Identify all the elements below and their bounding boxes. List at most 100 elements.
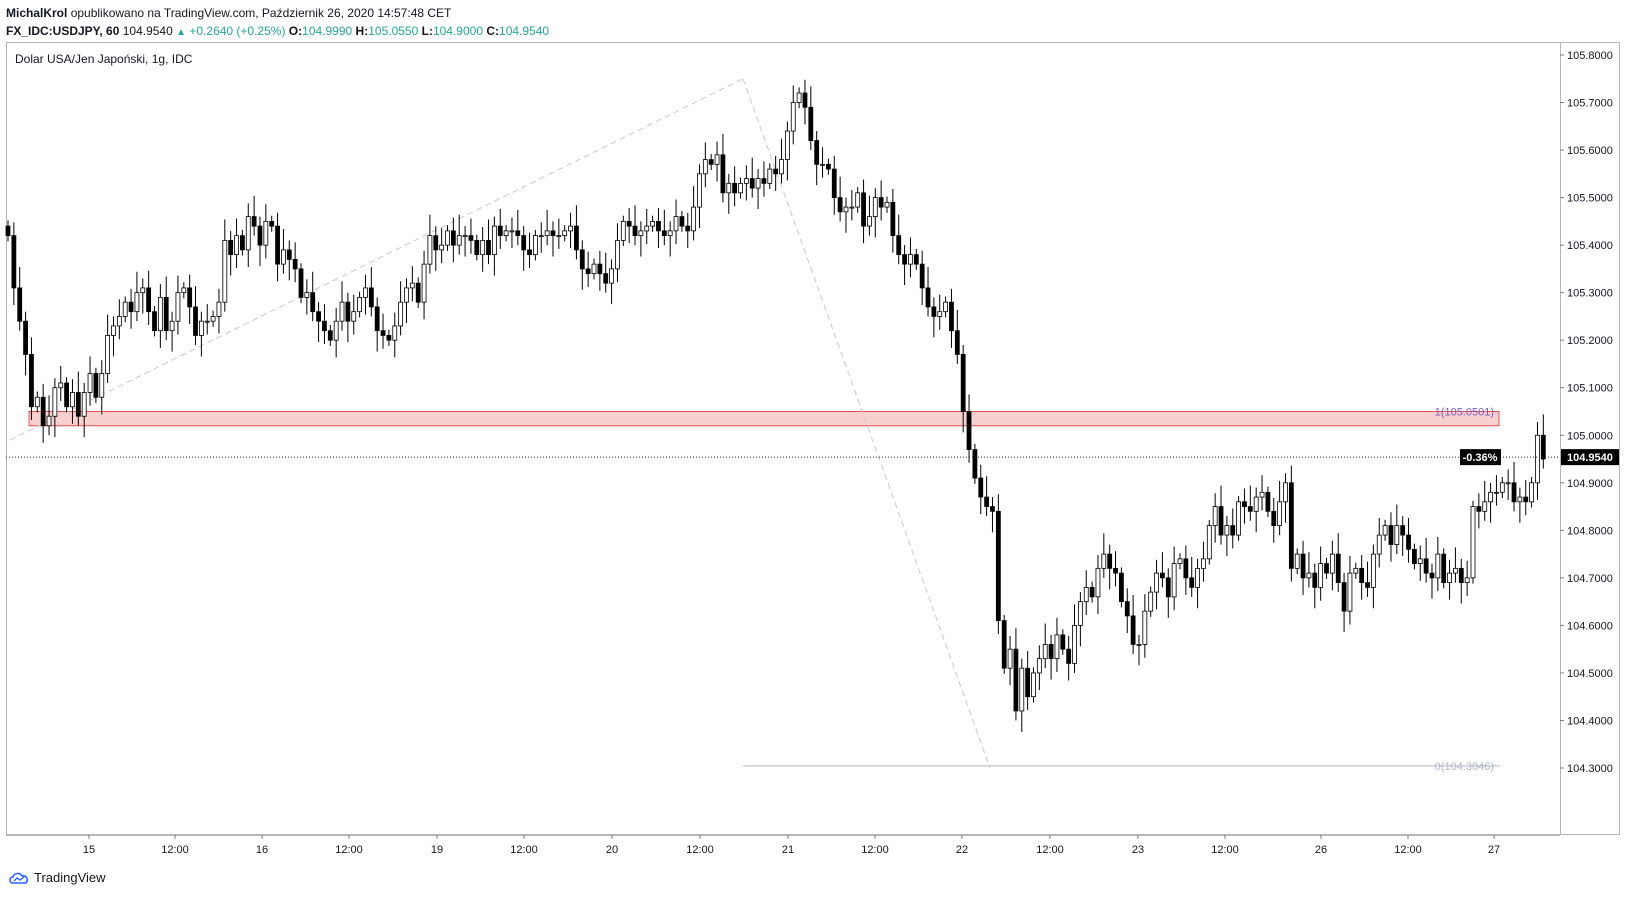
candle [1007,635,1013,686]
candle-body [433,235,439,251]
candle-body [773,168,779,175]
candle-body [714,154,720,165]
price-axis[interactable]: 105.8000 105.7000 105.6000 105.5000 105.4000… [1460,50,1619,775]
candle-body [527,249,532,256]
candle [146,270,152,325]
candle [286,240,292,281]
candle [122,296,128,323]
candle [1025,651,1031,711]
candle-body [685,225,691,232]
candle [1406,517,1411,563]
tradingview-logo[interactable]: TradingView [8,870,106,885]
candle-body [374,306,380,332]
candle-body [298,268,304,298]
candle-body [1177,558,1183,565]
candle-body [837,197,843,213]
candle [1160,552,1165,588]
candle-body [316,311,321,322]
candle-body [556,235,562,238]
price-tick-label: 105.4000 [1567,240,1613,252]
candle [1511,461,1517,512]
time-tick-label: 12:00 [161,844,189,856]
candle-body [1183,558,1189,579]
time-tick-label: 12:00 [1211,844,1239,856]
candle [1101,533,1107,578]
candle [216,288,222,334]
candle [93,367,99,403]
candle [661,209,667,246]
candle-body [855,192,861,208]
price-tick-label: 105.1000 [1567,383,1613,395]
candle [81,382,87,438]
candle [872,188,878,238]
candle [843,197,849,233]
candle [468,218,474,254]
candle [931,297,937,338]
candle [298,263,304,304]
candle [726,173,732,214]
candle-body [111,325,116,336]
candle-body [1259,491,1265,498]
time-axis[interactable]: 15 12:00 16 12:00 19 12:00 20 12:00 21 12:00 22 12:… [83,835,1500,856]
candle-body [1265,491,1271,512]
author-name[interactable]: MichalKrol [6,6,68,20]
tradingview-cloud-icon [9,872,29,884]
candle-body [972,449,978,479]
time-tick-label: 15 [83,844,95,856]
candle [427,214,433,274]
candle-body [1370,553,1376,588]
fib-retracement[interactable]: 1(105.0501) 0(104.3046) [743,406,1500,773]
candle [896,214,902,265]
candle [99,360,105,415]
candle-body [46,415,52,427]
candle [984,476,990,517]
resistance-zone[interactable] [28,411,1500,427]
price-tick-label: 104.8000 [1567,525,1613,537]
candle-body [738,182,743,194]
candle-body [1505,482,1511,485]
last-price-badge [1561,449,1619,466]
candle-body [1394,525,1400,545]
candle-body [667,230,673,237]
candle [691,186,697,241]
candle-body [767,168,773,184]
candle-body [919,263,925,289]
candle-body [890,201,896,237]
candle-body [1066,648,1072,664]
candle [87,356,93,406]
candle-body [931,306,937,317]
candle [743,165,749,201]
candle [11,222,17,306]
candle [322,304,327,345]
candle [667,221,673,257]
trend-lines[interactable] [9,78,991,769]
candle-body [1048,644,1054,660]
candle [679,210,685,232]
candle-body [1160,572,1165,579]
low-value: 104.9000 [432,24,484,38]
candle-body [222,239,228,303]
candle [1499,477,1505,499]
candle [579,240,585,290]
candle [386,329,392,346]
candle [351,294,357,335]
candle [1347,556,1353,625]
candle-body [333,320,339,341]
candle-body [380,330,386,336]
candle [685,212,691,248]
candle [245,203,251,267]
price-tick-label: 104.9000 [1567,478,1613,490]
price-tick-label: 105.0000 [1567,430,1613,442]
candle-body [29,354,34,408]
time-tick-label: 12:00 [686,844,714,856]
candle [152,305,157,337]
candle [111,316,116,357]
candle-body [533,235,538,256]
candle [1165,568,1171,618]
candle-body [820,163,825,166]
candle [708,153,714,171]
candle [363,274,368,315]
candle [23,311,28,376]
time-tick-label: 12:00 [861,844,889,856]
